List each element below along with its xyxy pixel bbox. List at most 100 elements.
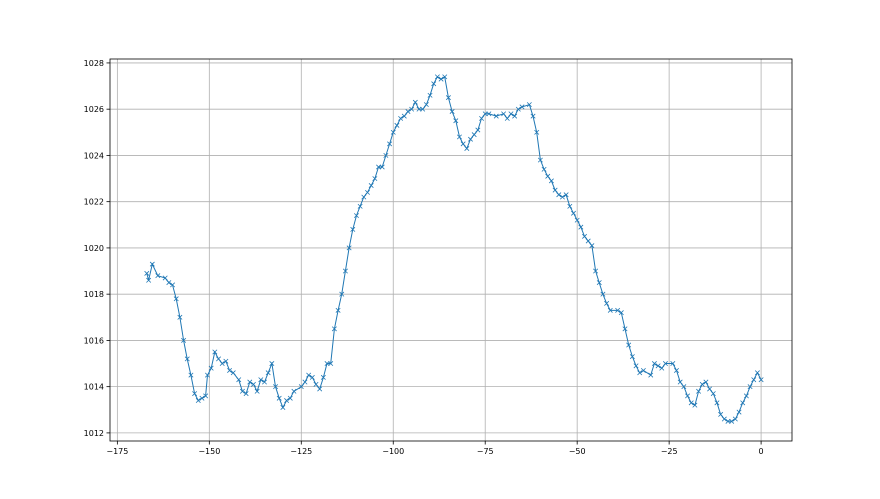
data-point: [306, 372, 312, 378]
data-point: [177, 314, 183, 320]
data-point: [287, 395, 293, 401]
data-point: [195, 398, 201, 404]
y-tick-label: 1028: [84, 59, 104, 68]
data-point: [317, 386, 323, 392]
data-point: [409, 106, 415, 112]
data-point: [721, 416, 727, 422]
data-point: [247, 379, 253, 385]
data-point: [718, 411, 724, 417]
data-point: [552, 187, 558, 193]
data-point: [530, 113, 536, 119]
data-point: [442, 74, 448, 80]
data-point: [677, 379, 683, 385]
data-point: [456, 134, 462, 140]
data-point: [600, 291, 606, 297]
data-point: [331, 326, 337, 332]
data-point: [501, 111, 507, 117]
data-point: [736, 409, 742, 415]
grid: [110, 59, 792, 441]
data-point: [420, 106, 426, 112]
data-point: [284, 398, 290, 404]
data-point: [515, 106, 521, 112]
data-point: [556, 192, 562, 198]
data-point: [412, 99, 418, 105]
data-point: [640, 367, 646, 373]
data-point: [681, 384, 687, 390]
x-tick-label: −100: [382, 447, 404, 456]
x-tick-label: −75: [477, 447, 494, 456]
data-point: [269, 361, 275, 367]
data-point: [219, 361, 225, 367]
data-point: [578, 224, 584, 230]
data-point: [740, 400, 746, 406]
y-tick-label: 1016: [84, 336, 104, 345]
data-point: [563, 192, 569, 198]
data-point: [208, 365, 214, 371]
data-point: [398, 115, 404, 121]
data-point: [227, 367, 233, 373]
data-point: [250, 381, 256, 387]
x-tick-label: −25: [661, 447, 678, 456]
data-point: [545, 173, 551, 179]
data-point: [475, 127, 481, 133]
data-point: [239, 388, 245, 394]
data-point: [357, 203, 363, 209]
x-tick-label: 0: [759, 447, 764, 456]
data-point: [688, 400, 694, 406]
data-point: [262, 379, 267, 385]
data-point: [155, 273, 161, 279]
data-point: [438, 76, 444, 82]
data-point: [607, 307, 613, 313]
data-point: [486, 111, 492, 117]
data-point: [243, 391, 249, 397]
data-point: [376, 164, 382, 170]
data-point: [655, 363, 661, 369]
data-point: [361, 194, 367, 200]
data-point: [276, 395, 282, 401]
data-point: [368, 183, 374, 188]
data-point: [637, 370, 643, 376]
data-point: [192, 391, 198, 397]
data-point: [258, 377, 264, 383]
data-point: [468, 136, 473, 142]
data-point: [743, 393, 749, 399]
data-point: [482, 111, 488, 117]
data-point: [339, 291, 345, 297]
data-point: [585, 238, 591, 244]
series-line: [146, 75, 762, 422]
y-tick-label: 1024: [84, 151, 104, 160]
data-point: [365, 189, 370, 195]
data-point: [291, 388, 297, 394]
data-point: [526, 102, 532, 108]
y-tick-label: 1020: [84, 244, 104, 253]
data-point: [729, 418, 735, 424]
data-point: [571, 210, 576, 216]
data-point: [387, 141, 393, 147]
data-point: [199, 395, 205, 401]
data-point: [589, 243, 595, 249]
data-point: [173, 296, 179, 302]
data-point: [298, 384, 304, 390]
data-point: [383, 152, 389, 158]
data-point: [434, 74, 440, 80]
data-point: [401, 113, 407, 119]
data-point: [648, 372, 654, 378]
data-point: [162, 275, 168, 281]
data-point: [188, 372, 194, 378]
data-point: [405, 109, 411, 114]
data-point: [149, 261, 155, 267]
data-point: [751, 377, 757, 383]
data-point: [273, 384, 279, 390]
data-point: [696, 388, 702, 394]
data-point: [181, 337, 187, 343]
data-point: [493, 113, 499, 119]
data-point: [328, 361, 334, 367]
data-point: [504, 115, 510, 121]
data-point: [449, 109, 455, 114]
data-point: [427, 92, 433, 98]
data-point: [714, 400, 720, 406]
y-tick-label: 1026: [84, 105, 104, 114]
data-point: [548, 178, 554, 184]
data-point: [479, 115, 485, 121]
data-point: [662, 361, 668, 367]
